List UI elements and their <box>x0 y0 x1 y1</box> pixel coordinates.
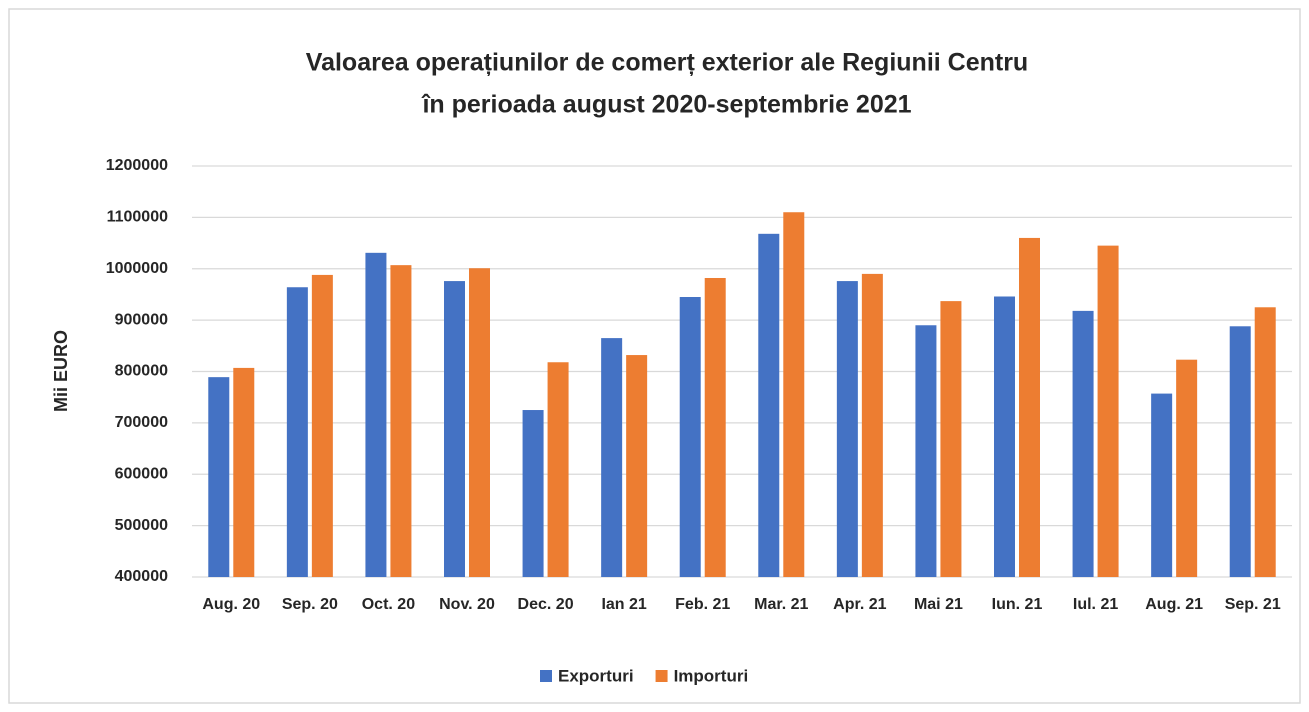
bar <box>601 338 623 577</box>
chart-title: în perioada august 2020-septembrie 2021 <box>420 91 911 119</box>
x-tick-label: Iun. 21 <box>992 596 1043 613</box>
x-tick-label: Mai 21 <box>914 596 963 613</box>
bar <box>758 233 780 577</box>
x-tick-label: Dec. 20 <box>518 596 574 613</box>
bar <box>783 212 805 578</box>
bar <box>1019 237 1040 578</box>
y-tick-label: 1000000 <box>106 260 168 277</box>
bar <box>390 265 412 577</box>
legend-label: Importuri <box>674 666 749 685</box>
x-tick-label: Ian 21 <box>601 596 646 613</box>
y-tick-label: 1100000 <box>107 209 169 226</box>
bar <box>522 410 544 577</box>
bar <box>365 252 387 578</box>
bar <box>679 297 701 577</box>
bar <box>469 268 490 577</box>
x-tick-label: Aug. 21 <box>1145 596 1203 613</box>
legend-label: Exporturi <box>558 666 634 685</box>
bar <box>208 377 230 577</box>
legend-swatch <box>655 670 668 682</box>
x-tick-label: Sep. 20 <box>282 596 338 613</box>
y-tick-label: 500000 <box>115 517 168 534</box>
y-tick-label: 1200000 <box>106 157 168 174</box>
bar <box>626 355 648 577</box>
bar <box>836 281 858 577</box>
x-tick-label: Oct. 20 <box>362 596 415 613</box>
x-tick-label: Aug. 20 <box>202 596 260 613</box>
legend-swatch <box>540 670 552 682</box>
x-tick-label: Apr. 21 <box>833 596 886 613</box>
bar <box>915 325 937 577</box>
bar <box>1176 359 1198 577</box>
x-tick-label: Mar. 21 <box>754 596 808 613</box>
y-tick-label: 600000 <box>115 465 168 482</box>
y-axis-label: Mii EURO <box>51 330 71 412</box>
bar <box>1097 245 1119 577</box>
bar <box>233 367 255 577</box>
bar <box>861 273 883 577</box>
bar <box>1254 307 1276 577</box>
x-tick-label: Nov. 20 <box>439 596 495 613</box>
y-tick-label: 400000 <box>115 568 168 585</box>
x-tick-label: Iul. 21 <box>1073 596 1118 613</box>
bar <box>1072 310 1094 577</box>
bar <box>311 274 333 577</box>
bar <box>1151 393 1173 577</box>
bar <box>286 287 308 577</box>
bar <box>444 281 465 577</box>
y-tick-label: 800000 <box>115 363 168 380</box>
bar <box>940 301 962 577</box>
x-tick-label: Sep. 21 <box>1225 596 1281 613</box>
bar <box>994 296 1015 577</box>
x-tick-label: Feb. 21 <box>675 596 730 613</box>
bar <box>704 277 726 577</box>
chart-title: Valoarea operațiunilor de comerț exterio… <box>306 49 1028 77</box>
bar <box>547 362 569 577</box>
bar <box>1229 326 1251 577</box>
y-tick-label: 900000 <box>115 311 168 328</box>
y-tick-label: 700000 <box>115 414 168 431</box>
